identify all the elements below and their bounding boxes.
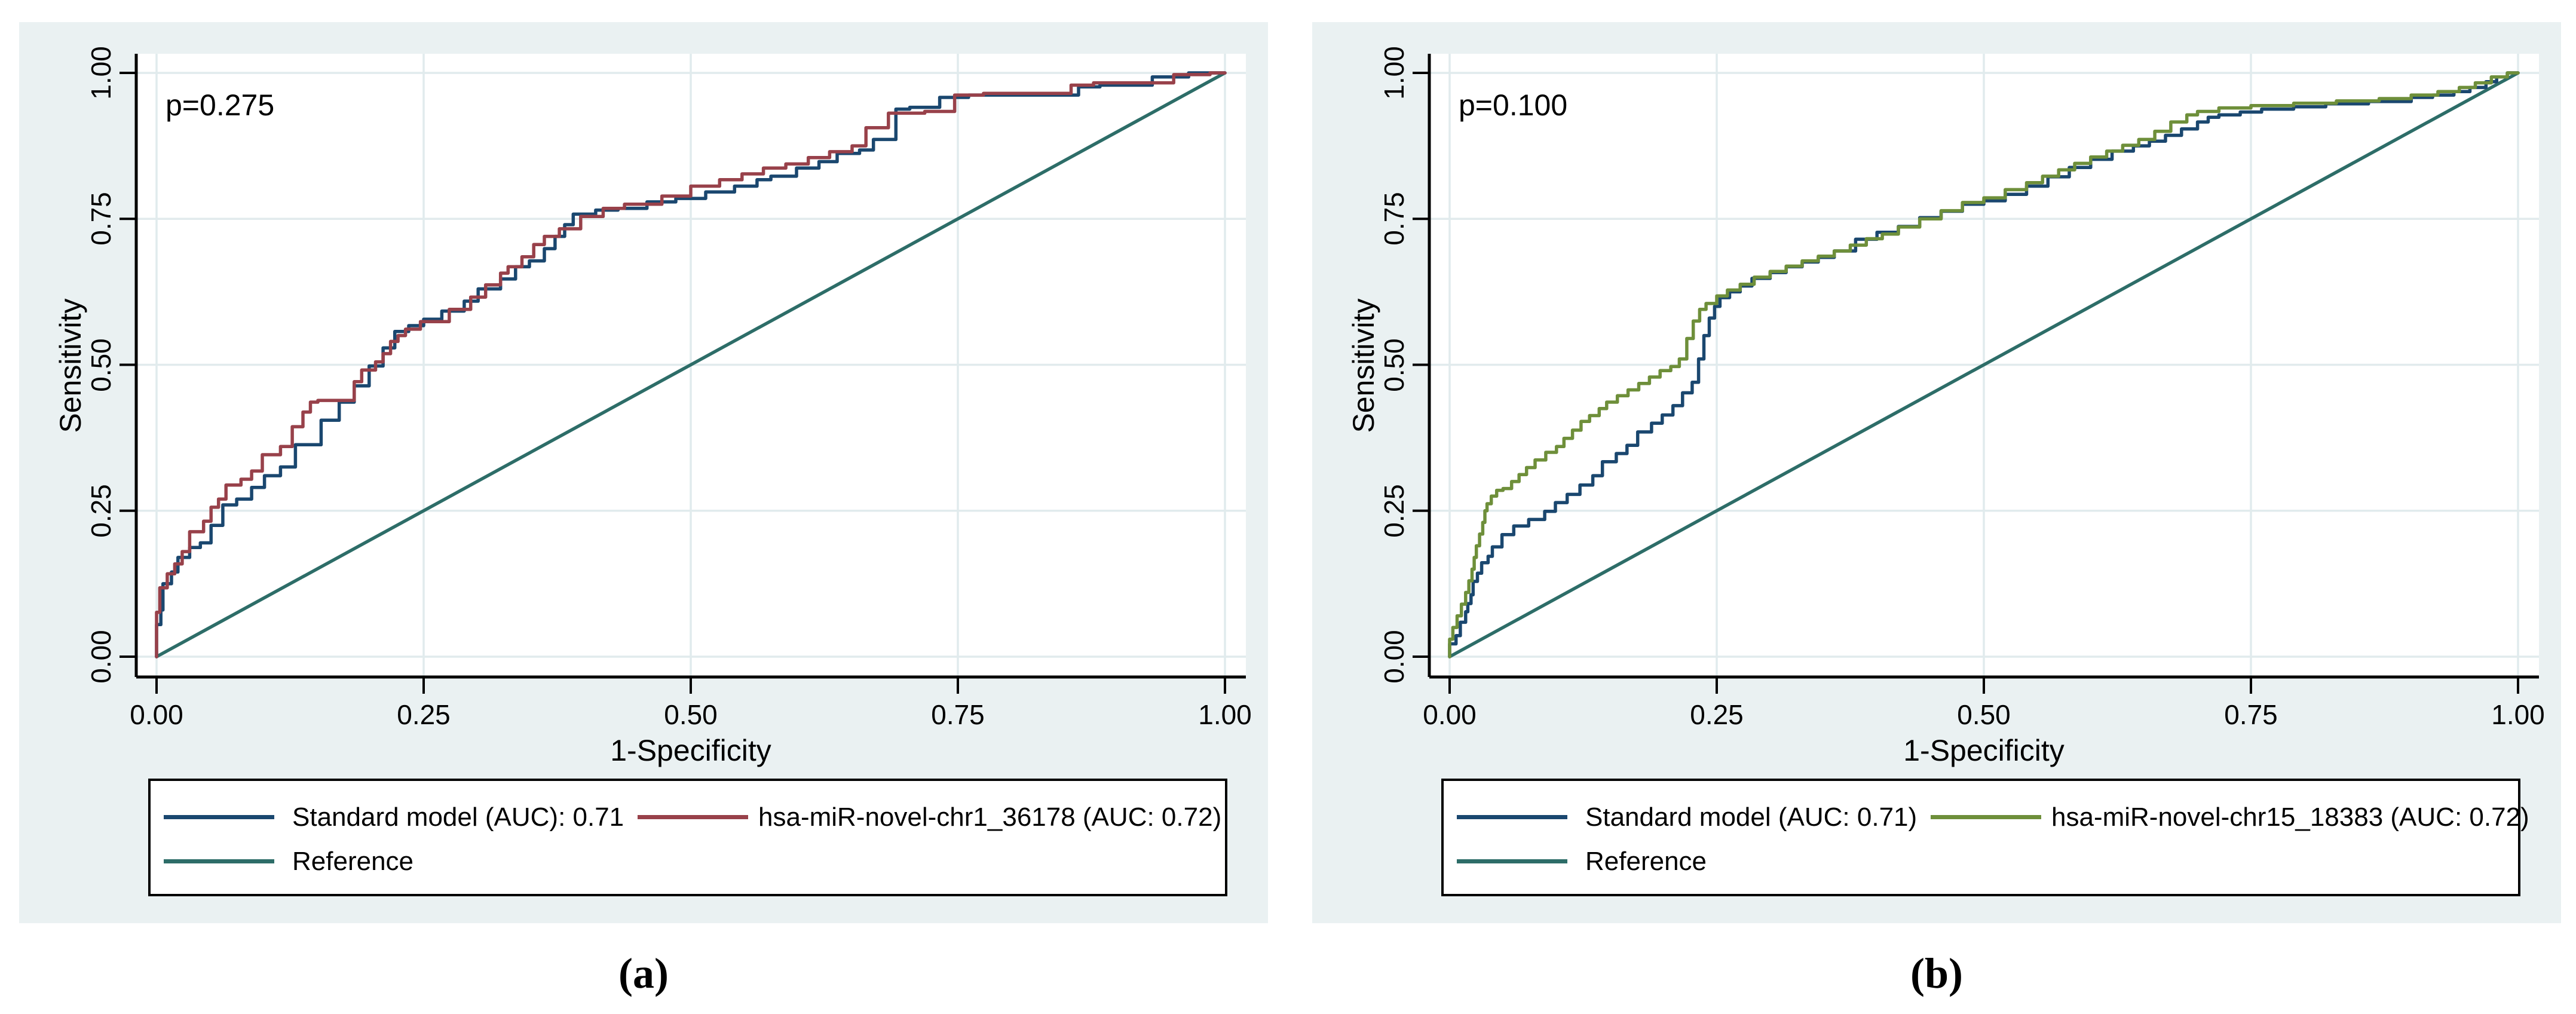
x-tick-label: 0.00	[1423, 699, 1477, 730]
x-tick-label: 1.00	[1198, 699, 1252, 730]
legend-box: Standard model (AUC: 0.71) hsa-miR-novel…	[1441, 779, 2529, 896]
legend-label-standard-model: Standard model (AUC): 0.71	[292, 802, 624, 832]
legend-line-standard-model	[164, 815, 274, 819]
legend-line-mirna	[638, 815, 748, 819]
y-tick-label: 0.50	[85, 338, 117, 392]
x-tick-label: 1.00	[2491, 699, 2545, 730]
roc-plot-b	[1413, 54, 2539, 694]
legend-label-reference: Reference	[292, 847, 414, 876]
x-tick-label: 0.00	[130, 699, 183, 730]
y-tick-label: 0.00	[1379, 630, 1410, 684]
y-axis-title: Sensitivity	[1347, 298, 1380, 433]
legend-line-mirna	[1931, 815, 2041, 819]
p-value-annotation: p=0.100	[1459, 88, 1568, 122]
x-tick-label: 0.25	[397, 699, 451, 730]
x-tick-label: 0.75	[2224, 699, 2278, 730]
roc-panel-a: Sensitivity 1-Specificity p=0.275 Standa…	[19, 22, 1268, 923]
legend-line-reference	[1457, 859, 1567, 863]
x-axis-title: 1-Specificity	[1903, 734, 2065, 767]
y-tick-label: 0.25	[85, 483, 117, 538]
x-tick-label: 0.25	[1690, 699, 1744, 730]
roc-plot-a	[120, 54, 1246, 694]
subfigure-caption-b: (b)	[1910, 949, 1963, 997]
legend-label-mirna: hsa-miR-novel-chr15_18383 (AUC: 0.72)	[2051, 802, 2529, 832]
x-axis-title: 1-Specificity	[610, 734, 771, 767]
legend-label-standard-model: Standard model (AUC: 0.71)	[1585, 802, 1918, 832]
x-tick-label: 0.50	[1957, 699, 2011, 730]
p-value-annotation: p=0.275	[166, 88, 275, 122]
y-tick-label: 0.75	[85, 192, 117, 246]
subfigure-caption-a: (a)	[618, 949, 669, 997]
roc-panel-b: Sensitivity 1-Specificity p=0.100 Standa…	[1312, 22, 2561, 923]
y-axis-title: Sensitivity	[54, 298, 87, 433]
legend-box: Standard model (AUC): 0.71 hsa-miR-novel…	[148, 779, 1227, 896]
legend-line-reference	[164, 859, 274, 863]
y-tick-label: 0.25	[1379, 483, 1410, 538]
y-tick-label: 0.00	[85, 630, 117, 684]
x-tick-label: 0.50	[664, 699, 718, 730]
legend-label-reference: Reference	[1585, 847, 1707, 876]
legend-label-mirna: hsa-miR-novel-chr1_36178 (AUC: 0.72)	[758, 802, 1222, 832]
y-tick-label: 1.00	[1379, 46, 1410, 100]
y-tick-label: 0.50	[1379, 338, 1410, 392]
x-tick-label: 0.75	[931, 699, 985, 730]
legend-line-standard-model	[1457, 815, 1567, 819]
y-tick-label: 0.75	[1379, 192, 1410, 246]
y-tick-label: 1.00	[85, 46, 117, 100]
